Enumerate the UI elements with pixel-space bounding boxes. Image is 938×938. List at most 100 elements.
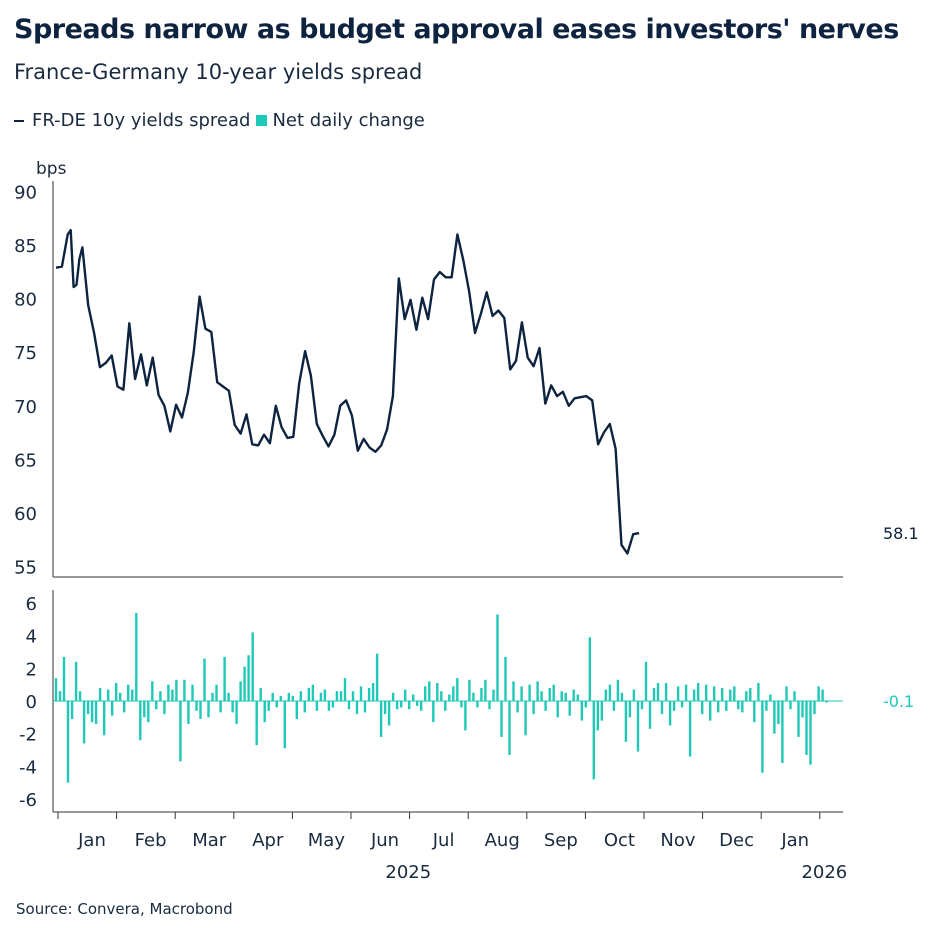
daily-change-bar [239,681,242,701]
x-month-label: Mar [192,830,227,851]
top-y-tick-label: 75 [14,343,37,364]
daily-change-bar [680,701,684,708]
daily-change-bar [355,701,359,715]
legend-bar-swatch [256,115,268,126]
daily-change-bar [391,692,395,701]
daily-change-bar [640,701,644,710]
daily-change-bar [520,686,523,701]
daily-change-bar [327,701,331,711]
daily-change-bar [363,701,367,713]
daily-change-bar [263,701,266,723]
daily-change-bar [115,683,118,701]
daily-change-bar [387,701,391,726]
daily-change-bar [183,679,186,701]
daily-change-bar [628,701,632,718]
daily-change-bar [335,691,339,701]
daily-change-bar [789,701,792,710]
daily-change-bar [331,701,335,708]
daily-change-bar [793,691,796,701]
daily-change-bar [440,691,443,701]
daily-change-bar [444,701,447,711]
daily-change-bar [259,687,262,701]
daily-change-bar [283,701,286,749]
daily-change-bar [195,701,198,711]
x-month-label: Aug [485,830,520,851]
daily-change-bar [817,686,820,701]
source-note: Source: Convera, Macrobond [16,900,233,918]
daily-change-bar [123,701,126,713]
daily-change-bar [339,691,343,701]
daily-change-bar [753,701,756,723]
daily-change-bar [644,661,648,701]
daily-change-bar [291,696,294,701]
daily-change-bar [343,678,347,701]
daily-change-bar [488,701,491,710]
x-month-label: Feb [135,830,167,851]
daily-change-bar [536,681,539,701]
x-month-label: Dec [719,830,754,851]
bottom-y-tick-label: -6 [19,790,37,811]
top-y-tick-label: 70 [14,397,37,418]
daily-change-bar [235,701,238,724]
legend-line-swatch [14,119,24,122]
top-y-tick-label: 85 [14,236,37,257]
daily-change-bar [765,701,768,711]
daily-change-bar [175,679,178,701]
daily-change-bar [203,658,206,701]
daily-change-bar [797,701,800,737]
daily-change-bar [745,691,748,701]
daily-change-bar [371,683,375,701]
daily-change-bar [432,701,435,723]
daily-change-last-value-label: -0.1 [883,692,914,711]
chart-title: Spreads narrow as budget approval eases … [14,14,899,45]
daily-change-bar [98,687,102,701]
daily-change-bar [616,679,620,701]
daily-change-bar [584,701,587,708]
daily-change-bar [247,655,250,701]
daily-change-bar [347,701,351,710]
x-month-label: Jun [370,830,399,851]
bottom-y-tick-label: -2 [19,725,37,746]
daily-change-bar [219,701,222,713]
daily-change-bar [620,692,624,701]
daily-change-bar [737,701,740,710]
daily-change-bar [656,683,660,701]
daily-change-bar [66,701,70,783]
daily-change-bar [319,692,323,701]
daily-change-bar [781,701,784,763]
daily-change-bar [404,689,407,701]
daily-change-bar [468,679,471,701]
daily-change-bar [721,687,724,701]
daily-change-bar [131,689,134,701]
bottom-y-tick-label: 0 [26,692,37,713]
daily-change-bar [664,683,668,701]
daily-change-bar [424,686,427,701]
daily-change-bar [692,689,696,701]
daily-change-bar [464,701,467,731]
x-month-label: Jul [432,830,455,851]
daily-change-bar [359,686,363,701]
daily-change-bar [697,683,700,701]
daily-change-bar [785,686,788,701]
daily-change-bar [544,701,547,711]
daily-change-bar [604,689,607,701]
daily-change-bar [111,701,114,716]
top-y-tick-label: 80 [14,290,37,311]
daily-change-bar [139,701,142,741]
daily-change-bar [159,691,162,701]
daily-change-bar [460,701,463,708]
daily-change-bar [420,701,423,711]
daily-change-bar [560,691,563,701]
daily-change-bar [267,701,270,711]
daily-change-bar [187,701,190,724]
daily-change-bar [215,684,218,701]
daily-change-bar [504,656,507,701]
daily-change-bar [400,701,403,708]
daily-change-bar [351,691,355,701]
daily-change-bar [524,701,527,736]
daily-change-bar [416,701,419,706]
x-year-label: 2025 [385,862,431,883]
daily-change-bar [191,684,194,701]
daily-change-bar [231,701,234,713]
